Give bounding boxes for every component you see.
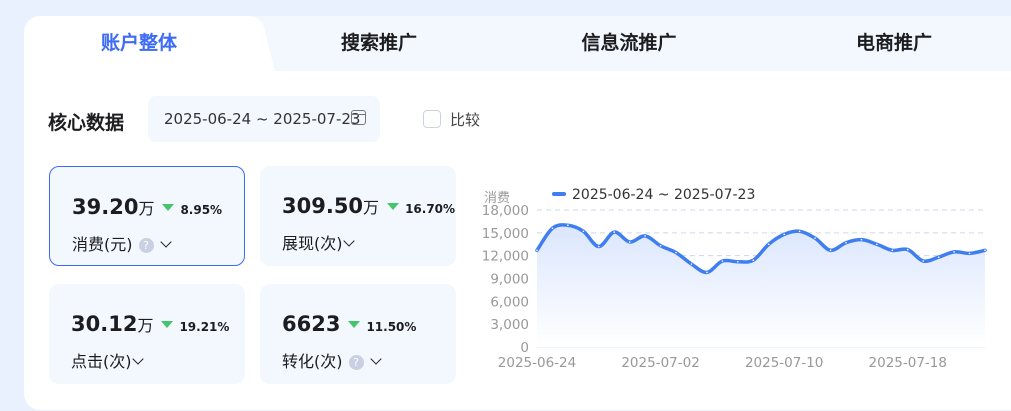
help-icon[interactable]: ? bbox=[138, 238, 154, 253]
data-point bbox=[984, 249, 986, 252]
down-triangle-icon bbox=[348, 321, 361, 328]
spend-area-chart: 消费 2025-06-24 ~ 2025-07-23 0 3,000 6,000 9,00… bbox=[482, 187, 987, 371]
y-tick-label: 3,000 bbox=[490, 317, 529, 333]
data-point bbox=[613, 231, 616, 233]
data-point bbox=[737, 260, 739, 263]
metric-value: 30.12 bbox=[71, 312, 138, 336]
x-tick-label: 2025-07-02 bbox=[621, 355, 699, 371]
date-range-picker[interactable]: 2025-06-24 ~ 2025-07-23 bbox=[148, 96, 380, 142]
metric-label: 消费(元) bbox=[72, 235, 133, 254]
data-point bbox=[968, 252, 971, 255]
calendar-icon bbox=[351, 110, 366, 125]
data-point bbox=[752, 259, 755, 262]
tab-feed-promotion[interactable]: 信息流推广 bbox=[581, 32, 677, 54]
metric-change: 16.70% bbox=[405, 202, 456, 216]
date-range-text: 2025-06-24 ~ 2025-07-23 bbox=[164, 110, 361, 128]
data-point bbox=[860, 238, 863, 241]
metric-card-clicks[interactable]: 30.12万 19.21% 点击(次) bbox=[49, 284, 245, 384]
tab-label: 账户整体 bbox=[100, 32, 177, 54]
metric-card-conversions[interactable]: 6623 11.50% 转化(次)? bbox=[260, 284, 456, 384]
data-point bbox=[891, 249, 894, 252]
legend-label: 2025-06-24 ~ 2025-07-23 bbox=[572, 187, 755, 203]
metric-value: 39.20 bbox=[72, 195, 139, 219]
metric-card-impressions[interactable]: 309.50万 16.70% 展现(次) bbox=[260, 166, 456, 266]
metric-value: 6623 bbox=[282, 312, 341, 336]
data-point bbox=[922, 260, 925, 262]
compare-label[interactable]: 比较 bbox=[450, 111, 481, 129]
metric-label: 点击(次) bbox=[71, 352, 132, 371]
y-tick-label: 18,000 bbox=[482, 203, 529, 219]
core-data-card: 账户整体 搜索推广 信息流推广 电商推广 核心数据 2025-06-24 ~ 2… bbox=[24, 16, 1011, 410]
data-point bbox=[783, 233, 785, 236]
chevron-down-icon[interactable] bbox=[369, 353, 382, 365]
tab-search-promotion[interactable]: 搜索推广 bbox=[340, 32, 417, 54]
data-point bbox=[675, 251, 677, 254]
help-icon[interactable]: ? bbox=[348, 355, 364, 370]
chevron-down-icon[interactable] bbox=[131, 353, 144, 365]
area-fill bbox=[537, 224, 985, 347]
chevron-down-icon[interactable] bbox=[342, 235, 355, 247]
data-point bbox=[845, 241, 847, 244]
section-title: 核心数据 bbox=[48, 112, 125, 134]
y-tick-label: 6,000 bbox=[490, 294, 529, 310]
metric-unit: 万 bbox=[363, 198, 380, 217]
data-point bbox=[567, 224, 569, 227]
data-point bbox=[597, 245, 600, 248]
compare-checkbox[interactable] bbox=[423, 110, 441, 128]
tab-ecommerce-promotion[interactable]: 电商推广 bbox=[855, 32, 932, 54]
data-point bbox=[798, 230, 801, 233]
y-tick-label: 15,000 bbox=[482, 226, 529, 242]
data-point bbox=[937, 256, 940, 258]
data-point bbox=[659, 244, 662, 247]
metric-change: 8.95% bbox=[180, 203, 223, 217]
data-point bbox=[721, 260, 724, 262]
metric-value: 309.50 bbox=[282, 194, 364, 218]
data-point bbox=[906, 248, 909, 251]
tab-bar: 账户整体 搜索推广 信息流推广 电商推广 bbox=[24, 16, 1011, 71]
y-tick-label: 9,000 bbox=[490, 272, 529, 288]
data-point bbox=[536, 249, 538, 252]
chevron-down-icon[interactable] bbox=[159, 236, 172, 248]
x-tick-label: 2025-07-10 bbox=[745, 355, 823, 371]
x-tick-label: 2025-07-18 bbox=[869, 355, 947, 371]
metric-label: 展现(次) bbox=[282, 234, 343, 253]
data-point bbox=[628, 241, 631, 243]
data-point bbox=[582, 230, 585, 233]
y-tick-label: 12,000 bbox=[482, 249, 529, 265]
data-point bbox=[644, 235, 646, 237]
data-point bbox=[690, 263, 693, 265]
down-triangle-icon bbox=[162, 204, 175, 211]
x-tick-label: 2025-06-24 bbox=[498, 355, 576, 371]
data-point bbox=[876, 243, 878, 246]
data-point bbox=[953, 251, 955, 253]
metric-change: 19.21% bbox=[179, 320, 230, 334]
data-point bbox=[551, 227, 554, 230]
down-triangle-icon bbox=[387, 203, 400, 210]
metric-label: 转化(次) bbox=[282, 352, 343, 371]
data-point bbox=[706, 271, 708, 274]
data-point bbox=[814, 237, 816, 239]
series-line bbox=[535, 223, 987, 275]
metric-card-spend[interactable]: 39.20万 8.95% 消费(元)? bbox=[49, 166, 245, 266]
metric-change: 11.50% bbox=[366, 320, 417, 334]
y-tick-label: 0 bbox=[520, 340, 529, 356]
tab-account-overall[interactable]: 账户整体 bbox=[24, 16, 254, 71]
metric-unit: 万 bbox=[137, 316, 154, 335]
y-axis-label: 消费 bbox=[484, 191, 510, 206]
data-point bbox=[829, 249, 832, 252]
metric-unit: 万 bbox=[138, 199, 155, 218]
legend-swatch bbox=[552, 192, 566, 196]
data-point bbox=[767, 243, 770, 246]
down-triangle-icon bbox=[161, 321, 174, 328]
